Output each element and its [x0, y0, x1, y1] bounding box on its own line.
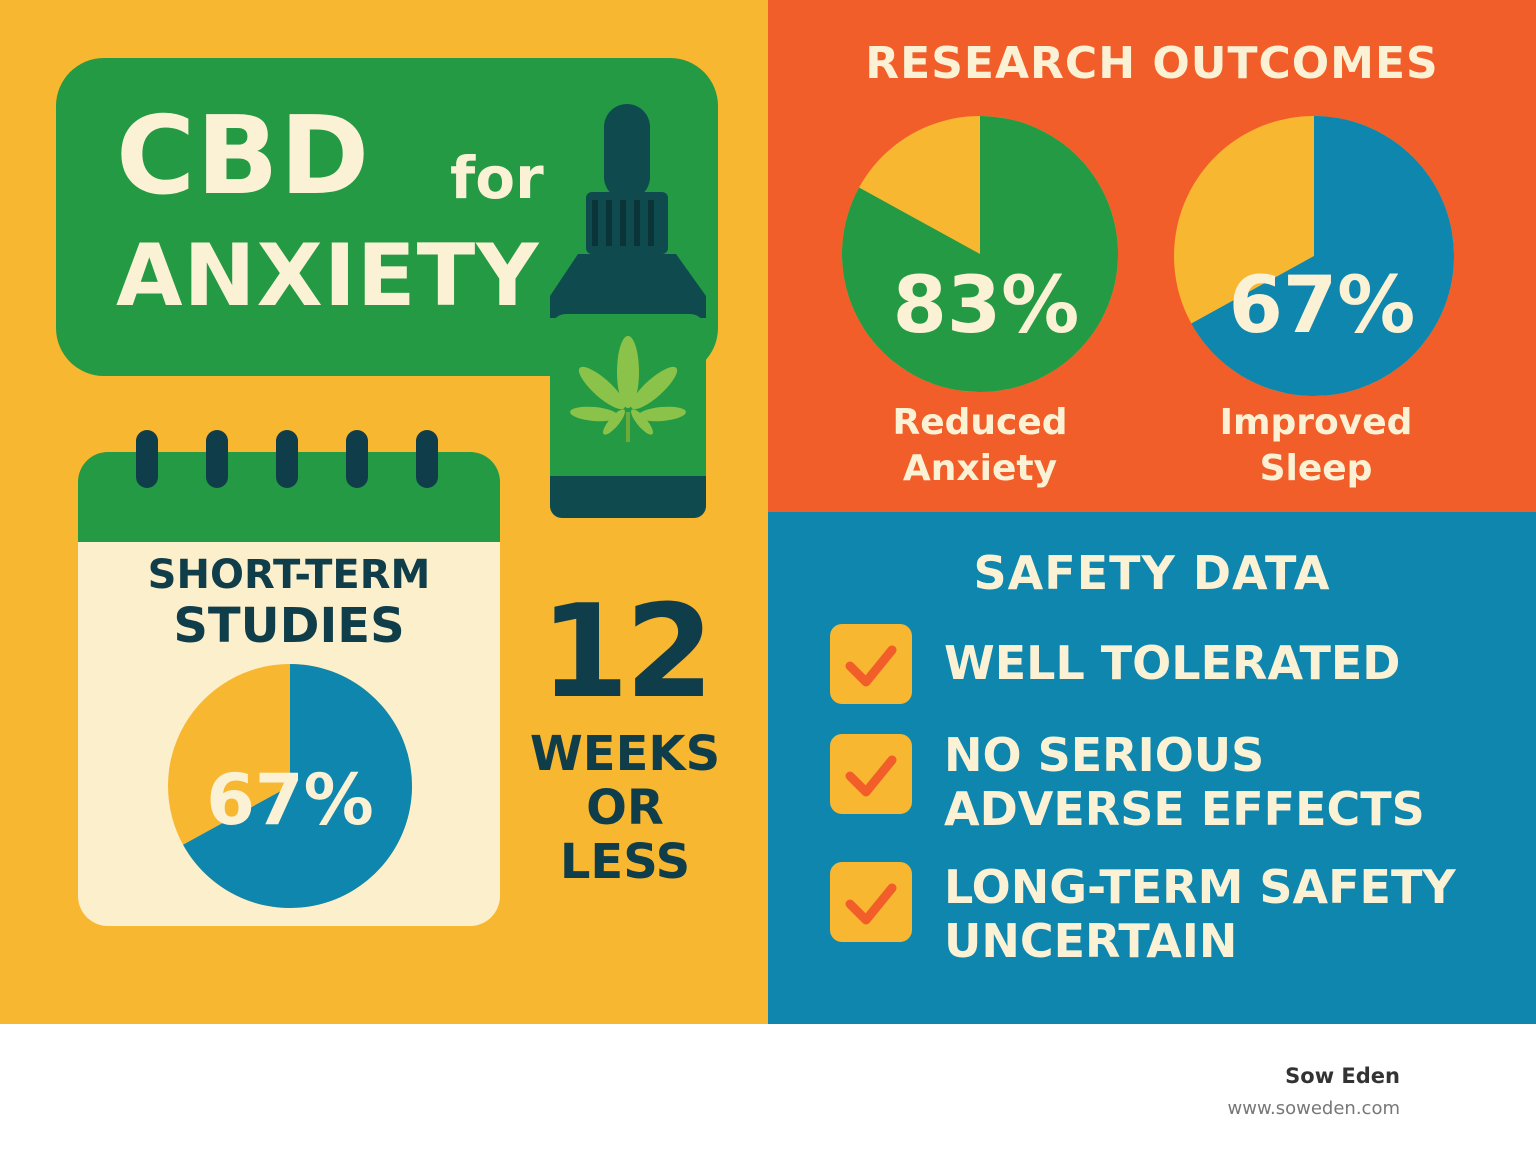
- pie-value-slice: [842, 116, 1118, 392]
- safety-line: ADVERSE EFFECTS: [944, 782, 1425, 836]
- caption-line: Improved: [1219, 402, 1413, 443]
- reduced-anxiety-pie-chart: 83%: [841, 116, 1118, 392]
- check-icon: [830, 624, 912, 704]
- safety-item-long-term-uncertain: LONG-TERM SAFETY UNCERTAIN: [944, 860, 1456, 968]
- caption-line: Anxiety: [902, 448, 1058, 489]
- improved-sleep-caption: Improved Sleep: [1196, 400, 1436, 492]
- safety-line: NO SERIOUS: [944, 728, 1265, 782]
- improved-sleep-pie-chart: 67%: [1173, 116, 1454, 396]
- caption-line: Sleep: [1259, 448, 1373, 489]
- safety-title: SAFETY DATA: [973, 546, 1331, 600]
- less-label: LESS: [559, 834, 691, 890]
- title-cbd: CBD: [116, 94, 371, 219]
- safety-item-well-tolerated: WELL TOLERATED: [944, 636, 1400, 690]
- research-title: RESEARCH OUTCOMES: [865, 38, 1439, 89]
- reduced-anxiety-caption: Reduced Anxiety: [860, 400, 1100, 492]
- title-anxiety: ANXIETY: [116, 226, 540, 326]
- check-icon: [830, 862, 912, 942]
- short-term-studies-calendar: SHORT-TERM STUDIES 67%: [78, 430, 500, 926]
- title-for: for: [450, 144, 544, 212]
- safety-item-no-serious-effects: NO SERIOUS ADVERSE EFFECTS: [944, 728, 1425, 836]
- safety-line: LONG-TERM SAFETY: [944, 860, 1456, 914]
- calendar-ring-icon: [346, 430, 368, 488]
- pie-value-slice: [1191, 116, 1454, 396]
- calendar-ring-icon: [276, 430, 298, 488]
- check-icon: [830, 734, 912, 814]
- research-outcomes-panel: RESEARCH OUTCOMES 83% Reduced Anxiety 67…: [768, 0, 1536, 512]
- improved-sleep-percent: 67%: [1229, 261, 1416, 351]
- footer: [0, 1024, 1536, 1154]
- cbd-bottle-icon: [550, 104, 706, 518]
- caption-line: Reduced: [892, 402, 1068, 443]
- studies-heading: STUDIES: [173, 598, 405, 654]
- calendar-ring-icon: [206, 430, 228, 488]
- short-term-heading: SHORT-TERM: [147, 552, 431, 598]
- short-term-pie-chart: 67%: [167, 664, 412, 908]
- brand-name: Sow Eden: [1285, 1064, 1400, 1088]
- weeks-number: 12: [539, 578, 714, 727]
- safety-line: WELL TOLERATED: [944, 636, 1401, 690]
- pie-value-slice: [183, 664, 412, 908]
- weeks-label: WEEKS: [529, 726, 721, 782]
- calendar-ring-icon: [136, 430, 158, 488]
- calendar-ring-icon: [416, 430, 438, 488]
- reduced-anxiety-percent: 83%: [893, 261, 1080, 351]
- or-label: OR: [586, 780, 664, 836]
- brand-url[interactable]: www.soweden.com: [1227, 1098, 1401, 1119]
- safety-line: UNCERTAIN: [944, 914, 1238, 968]
- short-term-percent: 67%: [206, 759, 374, 841]
